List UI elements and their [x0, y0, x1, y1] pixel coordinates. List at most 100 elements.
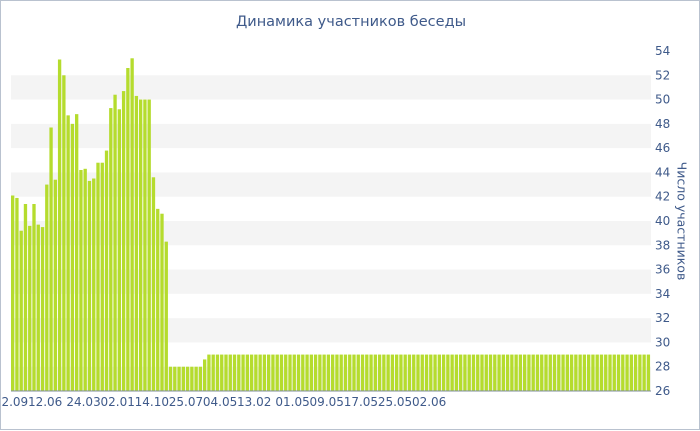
bar — [407, 354, 412, 391]
y-tick-label: 48 — [655, 117, 670, 131]
bar — [471, 354, 476, 391]
bar — [62, 75, 66, 391]
bar — [493, 354, 497, 391]
bar — [608, 354, 612, 391]
x-tick-label: 14.10 — [135, 395, 169, 409]
bar — [198, 366, 203, 391]
bar — [484, 354, 488, 391]
bar — [160, 213, 164, 391]
bar — [96, 162, 100, 391]
bar — [638, 354, 642, 391]
bar — [557, 354, 561, 391]
bar — [121, 91, 126, 391]
bar — [604, 354, 608, 391]
bar — [523, 354, 527, 391]
bar — [313, 354, 318, 391]
bar — [190, 366, 194, 391]
x-tick-label: 01.05 — [275, 395, 309, 409]
bar — [117, 109, 121, 391]
bar — [156, 208, 160, 391]
bar — [360, 354, 365, 391]
bar — [177, 366, 181, 391]
bar — [454, 354, 459, 391]
bar — [599, 354, 604, 391]
bar — [395, 354, 399, 391]
bar — [540, 354, 544, 391]
grid-bands — [11, 75, 651, 391]
bar — [139, 99, 143, 391]
bar — [15, 197, 19, 391]
bar — [501, 354, 505, 391]
bar — [531, 354, 535, 391]
bar — [309, 354, 313, 391]
bar — [459, 354, 463, 391]
grid-band — [11, 172, 651, 197]
bar — [352, 354, 356, 391]
y-tick-label: 26 — [655, 384, 670, 398]
bar — [36, 224, 40, 391]
y-tick-label: 36 — [655, 263, 670, 277]
bar — [510, 354, 514, 391]
bars — [11, 58, 651, 392]
bar — [591, 354, 595, 391]
bar — [173, 366, 177, 391]
bar — [28, 225, 32, 391]
y-tick-label: 30 — [655, 335, 670, 349]
y-tick-label: 40 — [655, 214, 670, 228]
bar — [616, 354, 621, 391]
y-axis-ticks: 26 28 30 32 34 36 38 40 42 44 46 48 50 52 54 — [655, 44, 670, 398]
y-tick-label: 28 — [655, 360, 670, 374]
bar — [143, 99, 147, 391]
bar — [32, 204, 36, 391]
bar — [134, 95, 139, 392]
bar — [331, 354, 335, 391]
x-tick-label: 12.06 — [28, 395, 62, 409]
bar — [57, 59, 62, 391]
bar — [476, 354, 480, 391]
bar — [292, 354, 296, 391]
y-tick-label: 34 — [655, 287, 670, 301]
bar — [301, 354, 305, 391]
bar — [343, 354, 348, 391]
bar — [535, 354, 540, 391]
grid-band — [11, 123, 651, 149]
bar — [548, 354, 552, 391]
chart-title: Динамика участников беседы — [235, 14, 467, 30]
bar — [11, 195, 15, 391]
x-tick-label: 13.02 — [237, 395, 271, 409]
x-tick-label: 17.05 — [344, 395, 378, 409]
bar — [40, 227, 45, 391]
bar — [633, 354, 638, 391]
bar — [629, 354, 633, 391]
bar — [527, 354, 531, 391]
bar — [241, 354, 245, 391]
bar — [621, 354, 625, 391]
bar — [185, 366, 190, 391]
bar — [245, 354, 249, 391]
bar — [232, 354, 237, 391]
bar — [113, 94, 117, 392]
bar — [612, 354, 616, 391]
x-tick-label: 25.07 — [169, 395, 203, 409]
bar — [429, 354, 433, 391]
bar — [87, 180, 92, 391]
bar — [433, 354, 437, 391]
bar — [463, 354, 467, 391]
bar — [258, 354, 262, 391]
bar — [181, 366, 185, 391]
bar — [75, 114, 79, 391]
bar — [390, 354, 395, 391]
bar — [412, 354, 416, 391]
bar — [211, 354, 215, 391]
bar — [365, 354, 369, 391]
bar — [275, 354, 279, 391]
bar — [151, 177, 156, 391]
bar — [100, 162, 104, 391]
bar — [203, 359, 207, 391]
bar — [373, 354, 377, 391]
y-tick-label: 38 — [655, 238, 670, 252]
bar — [254, 354, 258, 391]
bar — [450, 354, 454, 391]
